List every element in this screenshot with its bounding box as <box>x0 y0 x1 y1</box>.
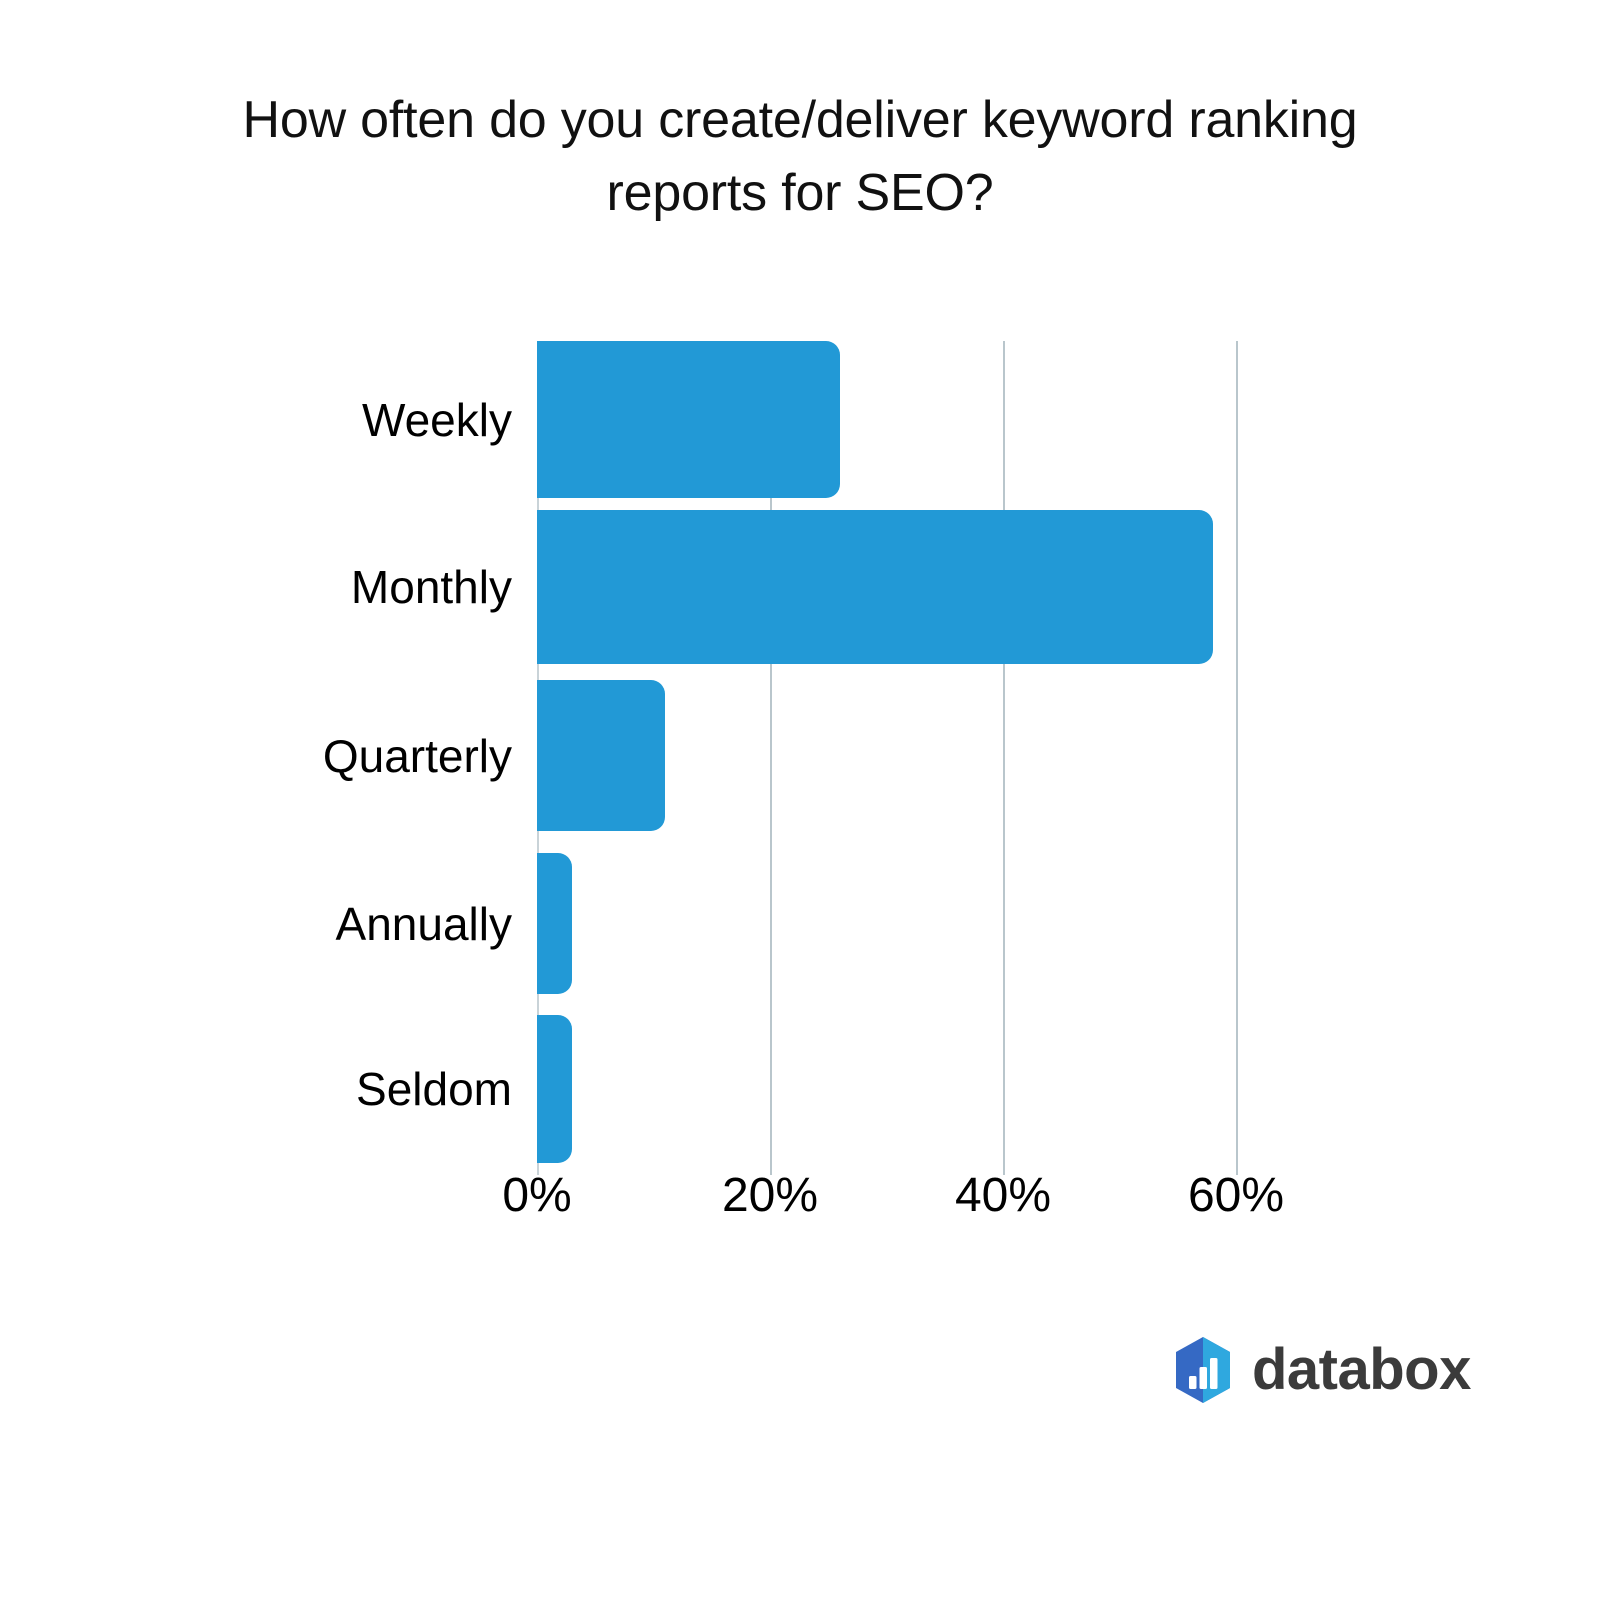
brand-name: databox <box>1252 1337 1471 1402</box>
category-label-seldom: Seldom <box>356 1063 512 1115</box>
bar-quarterly[interactable] <box>537 680 666 831</box>
x-axis-ticks: 0% 20% 40% 60% <box>0 1168 1600 1248</box>
bar-seldom[interactable] <box>537 1015 572 1163</box>
page-title: How often do you create/deliver keyword … <box>242 91 1358 222</box>
plot-area: Weekly Monthly Quarterly Annually Seldom <box>0 330 1600 1175</box>
bar-annually[interactable] <box>537 853 572 994</box>
bar-series: Weekly Monthly Quarterly Annually Seldom <box>0 330 1600 1175</box>
bar-monthly[interactable] <box>537 510 1213 664</box>
bar-row: Seldom <box>0 1015 1600 1163</box>
x-tick-label: 40% <box>954 1169 1052 1222</box>
databox-brand: databox <box>1172 1336 1471 1404</box>
gridline-40pct <box>1003 341 1005 1175</box>
category-label-quarterly: Quarterly <box>322 729 512 782</box>
bar-row: Monthly <box>0 510 1600 664</box>
x-tick-label: 0% <box>502 1169 572 1222</box>
gridline-20pct <box>770 341 772 1175</box>
category-label-annually: Annually <box>335 897 512 950</box>
databox-hexagon-bars-icon <box>1176 1337 1230 1403</box>
gridline-60pct <box>1236 341 1238 1175</box>
bar-row: Annually <box>0 853 1600 994</box>
bar-row: Quarterly <box>0 680 1600 831</box>
x-tick-label: 60% <box>1187 1169 1285 1222</box>
category-label-monthly: Monthly <box>350 561 512 613</box>
x-tick-label: 20% <box>721 1169 819 1222</box>
bar-weekly[interactable] <box>537 341 840 498</box>
category-label-weekly: Weekly <box>362 393 512 446</box>
bar-row: Weekly <box>0 341 1600 498</box>
